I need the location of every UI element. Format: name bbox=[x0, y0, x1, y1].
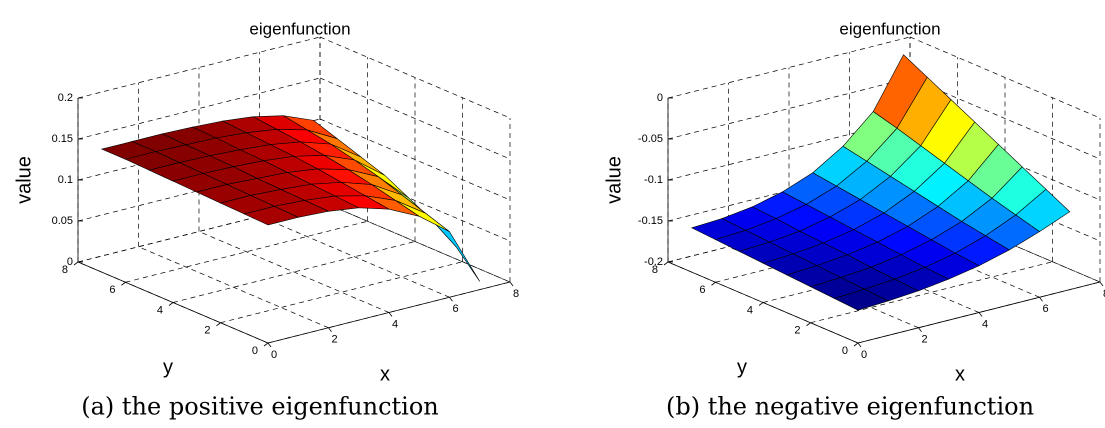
grid-line bbox=[319, 159, 511, 242]
z-tick-label: -0.15 bbox=[638, 215, 663, 227]
x-tick bbox=[1039, 297, 1043, 302]
x-tick bbox=[267, 342, 272, 348]
z-tick-label: 0.1 bbox=[58, 174, 73, 186]
y-axis-label: y bbox=[163, 356, 173, 378]
x-tick-label: 0 bbox=[271, 349, 277, 361]
y-tick bbox=[216, 322, 221, 327]
z-tick-label: -0.05 bbox=[638, 133, 663, 145]
grid-line bbox=[667, 77, 911, 140]
y-tick bbox=[168, 302, 174, 306]
y-tick bbox=[758, 302, 764, 306]
grid-line bbox=[138, 246, 329, 329]
x-axis-label: x bbox=[380, 363, 390, 385]
y-tick bbox=[853, 342, 859, 347]
y-tick bbox=[73, 261, 79, 266]
y-axis-label: y bbox=[737, 356, 747, 378]
x-tick bbox=[509, 281, 514, 287]
grid-line bbox=[319, 118, 511, 201]
y-tick-label: 0 bbox=[842, 345, 848, 357]
grid-line bbox=[125, 220, 368, 283]
grid-line bbox=[810, 261, 1053, 324]
y-tick bbox=[806, 322, 811, 327]
grid-line bbox=[220, 261, 463, 324]
y-tick-label: 4 bbox=[747, 304, 753, 316]
x-tick-label: 4 bbox=[392, 318, 398, 330]
y-tick-label: 8 bbox=[652, 264, 658, 276]
z-tick-label: -0.2 bbox=[644, 256, 663, 268]
grid-line bbox=[319, 36, 511, 119]
x-tick-label: 0 bbox=[861, 349, 867, 361]
caption: (a) the positive eigenfunction bbox=[81, 393, 438, 421]
x-tick bbox=[449, 297, 453, 302]
grid-line bbox=[77, 36, 321, 99]
x-tick-label: 2 bbox=[921, 334, 927, 346]
grid-line bbox=[319, 200, 511, 283]
x-tick bbox=[388, 312, 393, 317]
surface-patch bbox=[243, 206, 300, 226]
x-tick bbox=[857, 342, 862, 348]
grid-line bbox=[319, 77, 511, 160]
z-tick-label: 0 bbox=[67, 256, 73, 268]
z-tick-label: 0.2 bbox=[58, 92, 73, 104]
surface-patch bbox=[395, 200, 450, 232]
x-tick bbox=[328, 327, 332, 332]
y-tick-label: 6 bbox=[109, 284, 115, 296]
z-tick-label: 0.05 bbox=[52, 215, 73, 227]
caption: (b) the negative eigenfunction bbox=[666, 393, 1034, 421]
y-tick-label: 2 bbox=[204, 325, 210, 337]
z-tick-label: 0.15 bbox=[52, 133, 73, 145]
chart-title: eigenfunction bbox=[839, 19, 940, 38]
z-axis-label: value bbox=[13, 156, 35, 204]
grid-line bbox=[909, 36, 1101, 119]
x-tick bbox=[1099, 281, 1104, 287]
x-tick bbox=[918, 327, 922, 332]
y-tick-label: 4 bbox=[157, 304, 163, 316]
grid-line bbox=[77, 77, 321, 140]
x-tick-label: 4 bbox=[982, 318, 988, 330]
x-tick-label: 6 bbox=[452, 303, 458, 315]
y-tick bbox=[121, 281, 126, 286]
grid-line bbox=[172, 241, 416, 303]
chart-title: eigenfunction bbox=[249, 19, 350, 38]
y-tick-label: 8 bbox=[62, 264, 68, 276]
y-tick-label: 2 bbox=[794, 325, 800, 337]
y-tick bbox=[711, 281, 716, 286]
x-tick-label: 8 bbox=[513, 288, 519, 300]
grid-line bbox=[909, 77, 1101, 160]
y-tick bbox=[663, 261, 669, 266]
z-axis-label: value bbox=[603, 156, 625, 204]
x-tick-label: 8 bbox=[1103, 288, 1105, 300]
y-tick-label: 6 bbox=[699, 284, 705, 296]
grid-line bbox=[667, 36, 911, 99]
y-tick-label: 0 bbox=[252, 345, 258, 357]
y-tick bbox=[263, 342, 269, 347]
x-tick-label: 2 bbox=[331, 334, 337, 346]
grid-line bbox=[198, 231, 390, 313]
x-tick-label: 6 bbox=[1042, 303, 1048, 315]
z-tick-label: 0 bbox=[657, 92, 663, 104]
surface-patch bbox=[833, 288, 890, 311]
grid-line bbox=[259, 215, 450, 298]
x-tick bbox=[978, 312, 983, 317]
x-axis-label: x bbox=[955, 363, 965, 385]
z-tick-label: -0.1 bbox=[644, 174, 663, 186]
